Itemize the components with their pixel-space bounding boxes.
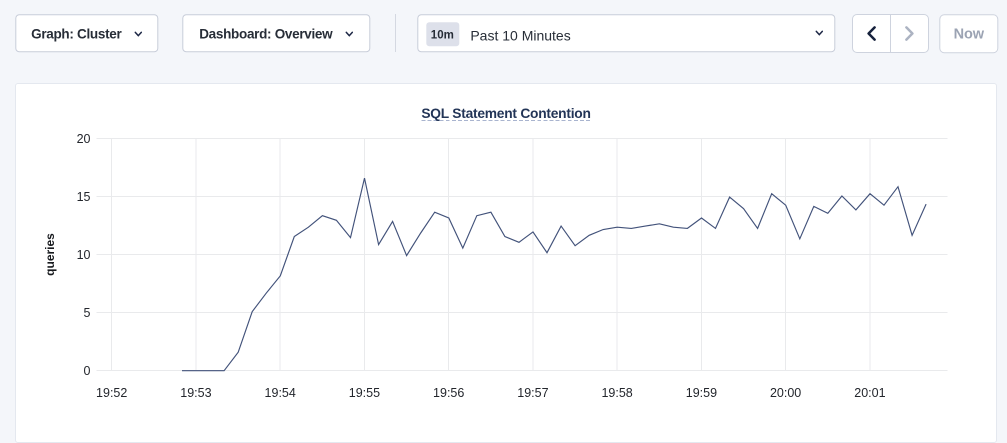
svg-text:19:56: 19:56	[433, 386, 464, 400]
svg-text:19:55: 19:55	[349, 386, 380, 400]
svg-text:20:01: 20:01	[854, 386, 885, 400]
svg-text:19:52: 19:52	[96, 386, 127, 400]
svg-text:0: 0	[84, 364, 91, 378]
svg-text:19:57: 19:57	[517, 386, 548, 400]
svg-text:20: 20	[77, 132, 91, 146]
svg-text:19:59: 19:59	[686, 386, 717, 400]
svg-text:19:58: 19:58	[601, 386, 632, 400]
svg-text:10: 10	[77, 248, 91, 262]
svg-text:15: 15	[77, 190, 91, 204]
svg-text:19:54: 19:54	[265, 386, 296, 400]
svg-text:20:00: 20:00	[770, 386, 801, 400]
svg-text:5: 5	[84, 306, 91, 320]
svg-text:queries: queries	[43, 233, 57, 276]
svg-text:19:53: 19:53	[180, 386, 211, 400]
